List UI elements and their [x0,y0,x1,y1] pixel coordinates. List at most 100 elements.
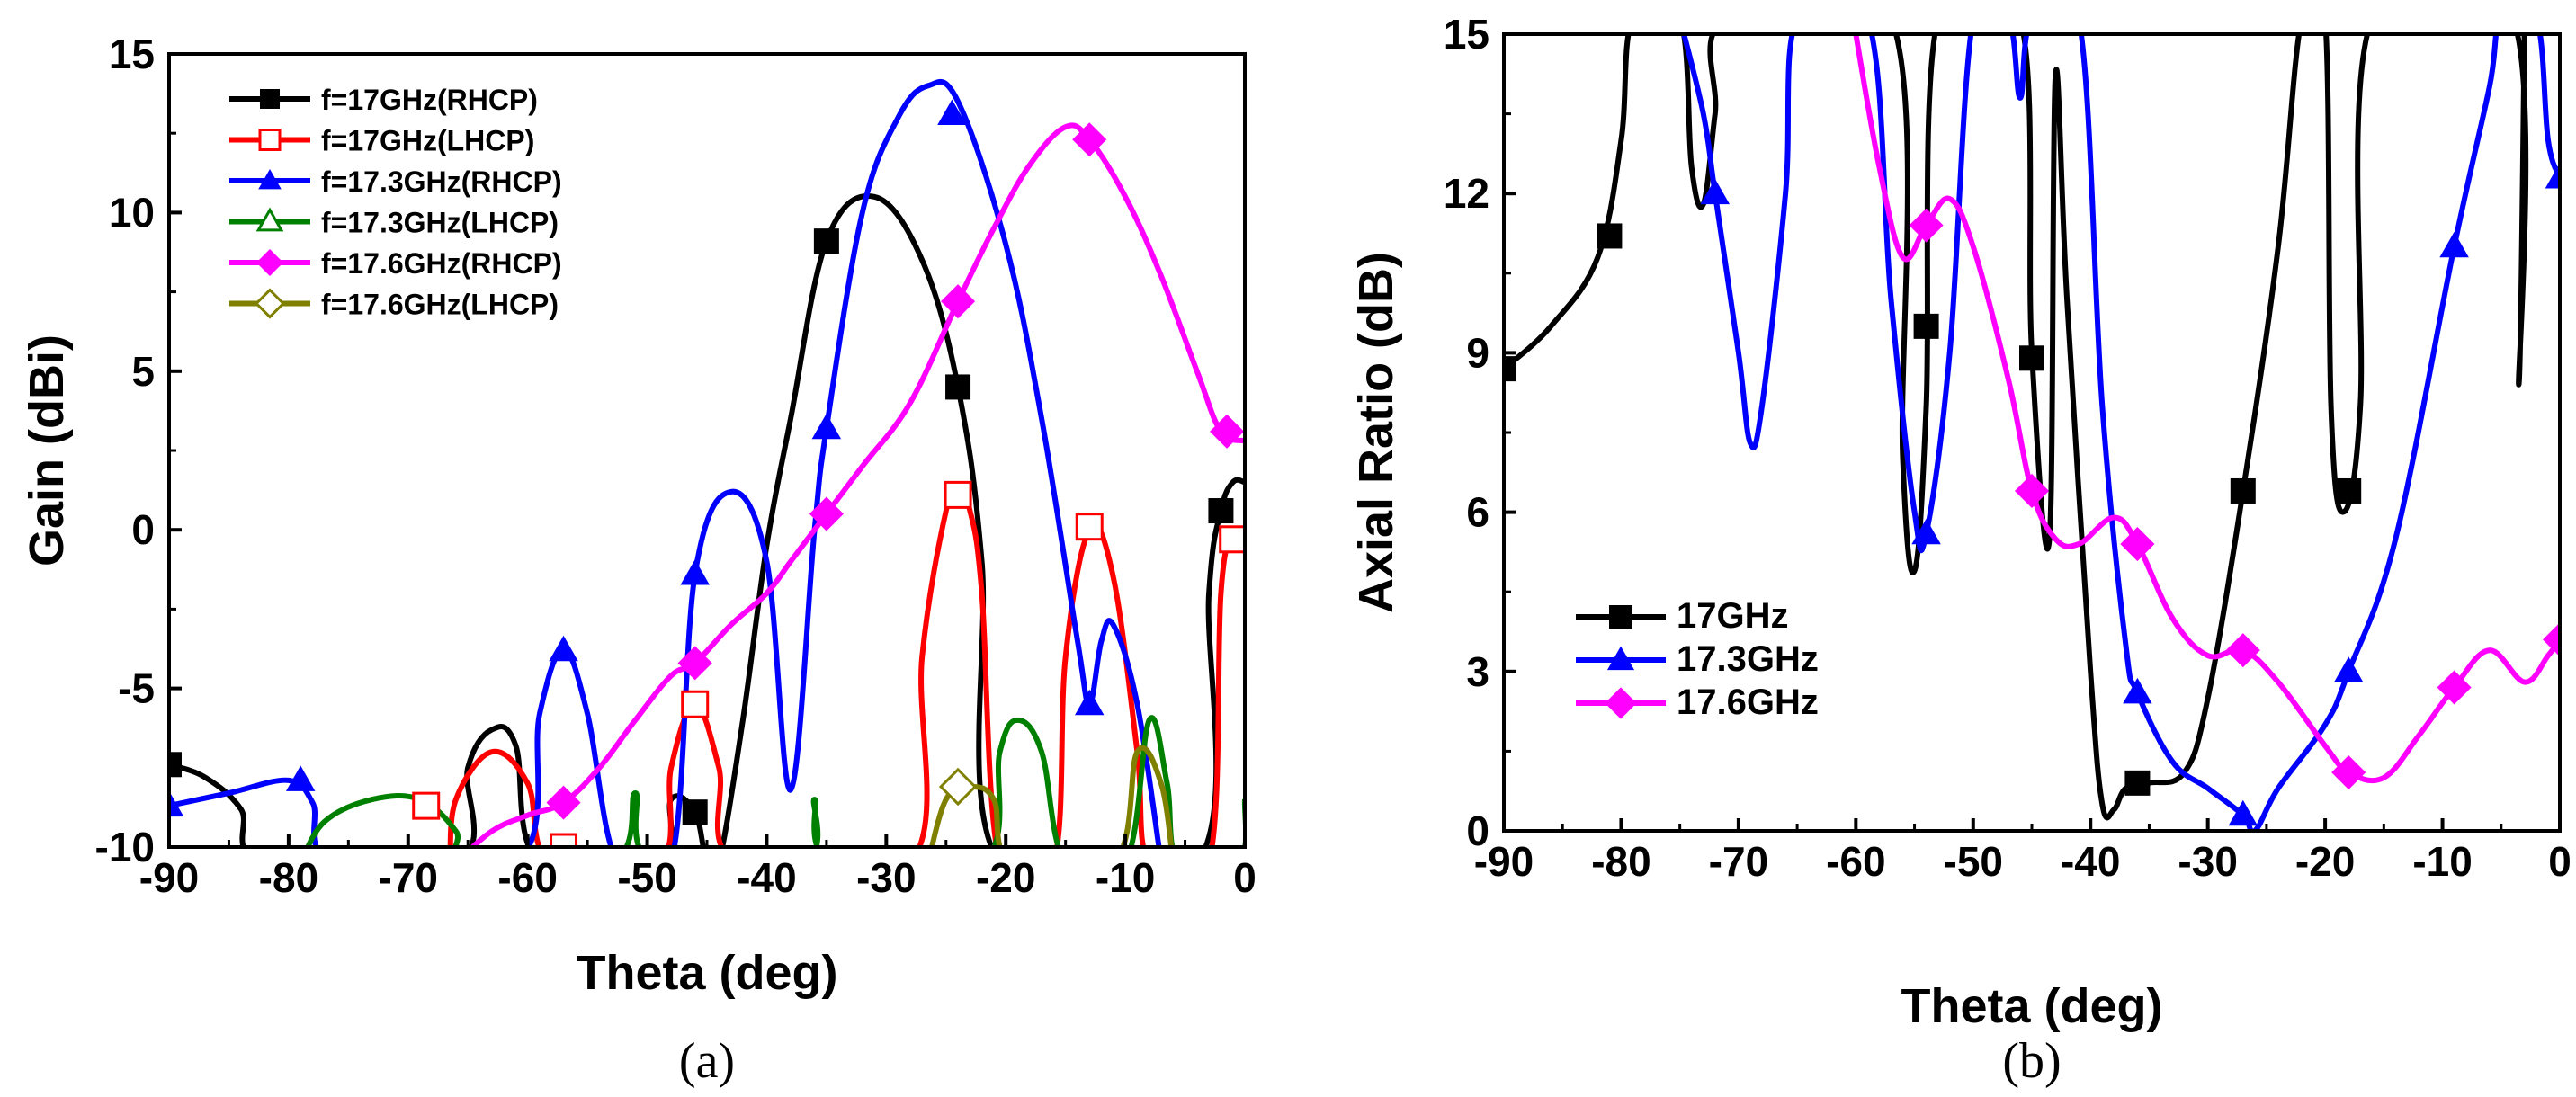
panel-a-legend-marker-5 [254,288,286,319]
panel-b-series-1-marker-2 [2123,677,2152,704]
panel-a-ytick-label: -10 [95,824,155,870]
panel-a-legend-marker-4 [256,249,283,276]
panel-a-series-2-marker-1 [285,765,316,791]
panel-a-xtick-label: -80 [259,854,318,901]
panel-a-legend-label-0: f=17GHz(RHCP) [321,84,538,116]
panel-a-xtick-label: -90 [139,854,199,901]
panel-a-legend: f=17GHz(RHCP) f=17GHz(LHCP) f=17.3GHz(RHCP… [229,84,562,321]
panel-b-series-0-marker-6 [2336,477,2362,504]
panel-a-ytick-label: 5 [131,348,155,395]
panel-a-xtick-label: -20 [976,854,1035,901]
panel-b-xtick-label: -30 [2178,838,2237,885]
panel-b-series-1-marker-3 [2228,799,2258,826]
panel-b-series-2-marker-3 [2225,633,2260,668]
panel-a-xtick-label: -50 [617,854,676,901]
panel-b-series-2-marker-1 [2014,473,2050,509]
panel-b-legend-label-2: 17.6GHz [1677,682,1819,722]
panel-b-ytick-label: 6 [1466,489,1489,536]
panel-b-legend-marker-1 [1606,646,1635,671]
panel-a-series-2-marker-3 [680,559,710,585]
panel-a-legend-marker-0 [260,89,280,109]
panel-a-ytick-label: 10 [109,189,155,236]
panel-a-series-4-marker-0 [546,785,581,820]
panel-b-series-line-2 [1853,34,2560,784]
panel-a-series-2-marker-5 [937,99,967,126]
panel-b-series-1-marker-1 [1911,518,1941,545]
panel-b-series-line-1 [1681,34,2560,831]
panel-b-legend-label-0: 17GHz [1677,596,1789,636]
panel-a-xtick-label: 0 [1233,854,1257,901]
panel-a-series-1-marker-3 [944,480,972,509]
panel-b-series-0-marker-4 [2124,770,2151,796]
panel-a-legend-label-4: f=17.6GHz(RHCP) [321,247,562,280]
panel-a-xtick-label: -60 [497,854,557,901]
panel-b-series-line-0 [1504,34,2529,821]
panel-b-series-1-marker-6 [2545,162,2560,189]
panel-a-series-line-4 [469,122,1245,847]
panel-a-xtick-label: -30 [856,854,916,901]
panel-b-series-1-marker-4 [2333,656,2364,682]
panel-a-series-0-marker-0 [169,752,182,778]
panel-a-series-4-marker-1 [677,646,712,681]
panel-a-series-2-marker-4 [811,413,842,440]
panel-b-xtick-label: -10 [2412,838,2472,885]
panel-b-y-axis-label: Axial Ratio (dB) [1349,252,1403,613]
panel-b-plot-area [1504,34,2560,831]
panel-b-series-2-marker-0 [1909,208,1944,243]
panel-b-caption: (b) [2002,1033,2061,1089]
panel-b-series-0-marker-1 [1597,223,1623,249]
panel-a-xtick-label: -10 [1096,854,1155,901]
panel-a-series-1-marker-2 [681,690,710,718]
panel-b-axial-ratio-chart: -90 -80 -70 -60 -50 -40 -30 -20 -10 0 0 3 6 9 12 15 Thet… [1349,11,2572,1089]
panel-a-plot-area [169,79,1245,847]
panel-b-ytick-label: 9 [1466,329,1489,376]
panel-b-xtick-label: -20 [2295,838,2355,885]
panel-b-xtick-label: -90 [1474,838,1534,885]
panel-a-legend-label-1: f=17GHz(LHCP) [321,125,534,157]
panel-a-series-2-marker-2 [549,635,578,662]
panel-b-series-0-marker-2 [1913,313,1939,339]
panel-a-series-line-0 [169,193,1245,847]
panel-a-ytick-label: 0 [131,506,155,553]
panel-a-series-1-marker-0 [412,791,441,820]
panel-b-series-1-marker-0 [1700,178,1731,205]
panel-a-legend-marker-1 [258,129,282,151]
panel-b-ytick-label: 12 [1444,170,1489,217]
panel-a-series-1-marker-4 [1075,513,1104,541]
panel-a-series-4-marker-2 [809,496,844,531]
panel-b-series-2-marker-5 [2437,670,2472,705]
panel-a-ytick-label: 15 [109,31,155,77]
panel-b-ytick-label: 0 [1466,807,1489,854]
panel-a-legend-label-3: f=17.3GHz(LHCP) [321,207,559,239]
panel-a-series-5-marker-0 [938,767,978,807]
panel-a-legend-marker-2 [258,169,282,190]
panel-a-series-0-marker-2 [945,374,971,400]
panel-b-series-2-marker-2 [2120,527,2155,562]
panel-a-legend-label-2: f=17.3GHz(RHCP) [321,165,562,198]
panel-b-series-2-marker-4 [2331,754,2366,790]
panel-a-xtick-label: -40 [737,854,796,901]
panel-b-legend-marker-2 [1605,687,1637,719]
panel-a-series-line-2 [169,79,1162,847]
panel-b-xtick-label: -70 [1709,838,1768,885]
panel-a-series-2-marker-6 [1075,689,1105,716]
panel-a-series-line-3 [304,715,1245,847]
panel-a-series-4-marker-4 [1072,122,1107,157]
panel-b-series-0-marker-0 [1504,356,1516,382]
panel-a-series-0-marker-1 [813,228,839,254]
panel-b-ytick-label: 15 [1444,11,1489,58]
panel-b-series-0-marker-3 [2019,345,2044,371]
panel-a-xtick-label: -70 [379,854,438,901]
panel-a-legend-label-5: f=17.6GHz(LHCP) [321,289,559,321]
panel-b-ytick-label: 3 [1466,648,1489,695]
panel-b-xtick-label: 0 [2548,838,2572,885]
panel-b-series-2-marker-6 [2542,622,2560,657]
panel-a-series-4-marker-5 [1210,414,1245,449]
panel-b-xtick-label: -40 [2061,838,2120,885]
panel-b-series-1-marker-5 [2439,231,2469,258]
panel-b-xtick-label: -50 [1944,838,2003,885]
panel-a-y-axis-label: Gain (dBi) [20,334,74,566]
panel-b-legend-label-1: 17.3GHz [1677,639,1819,679]
